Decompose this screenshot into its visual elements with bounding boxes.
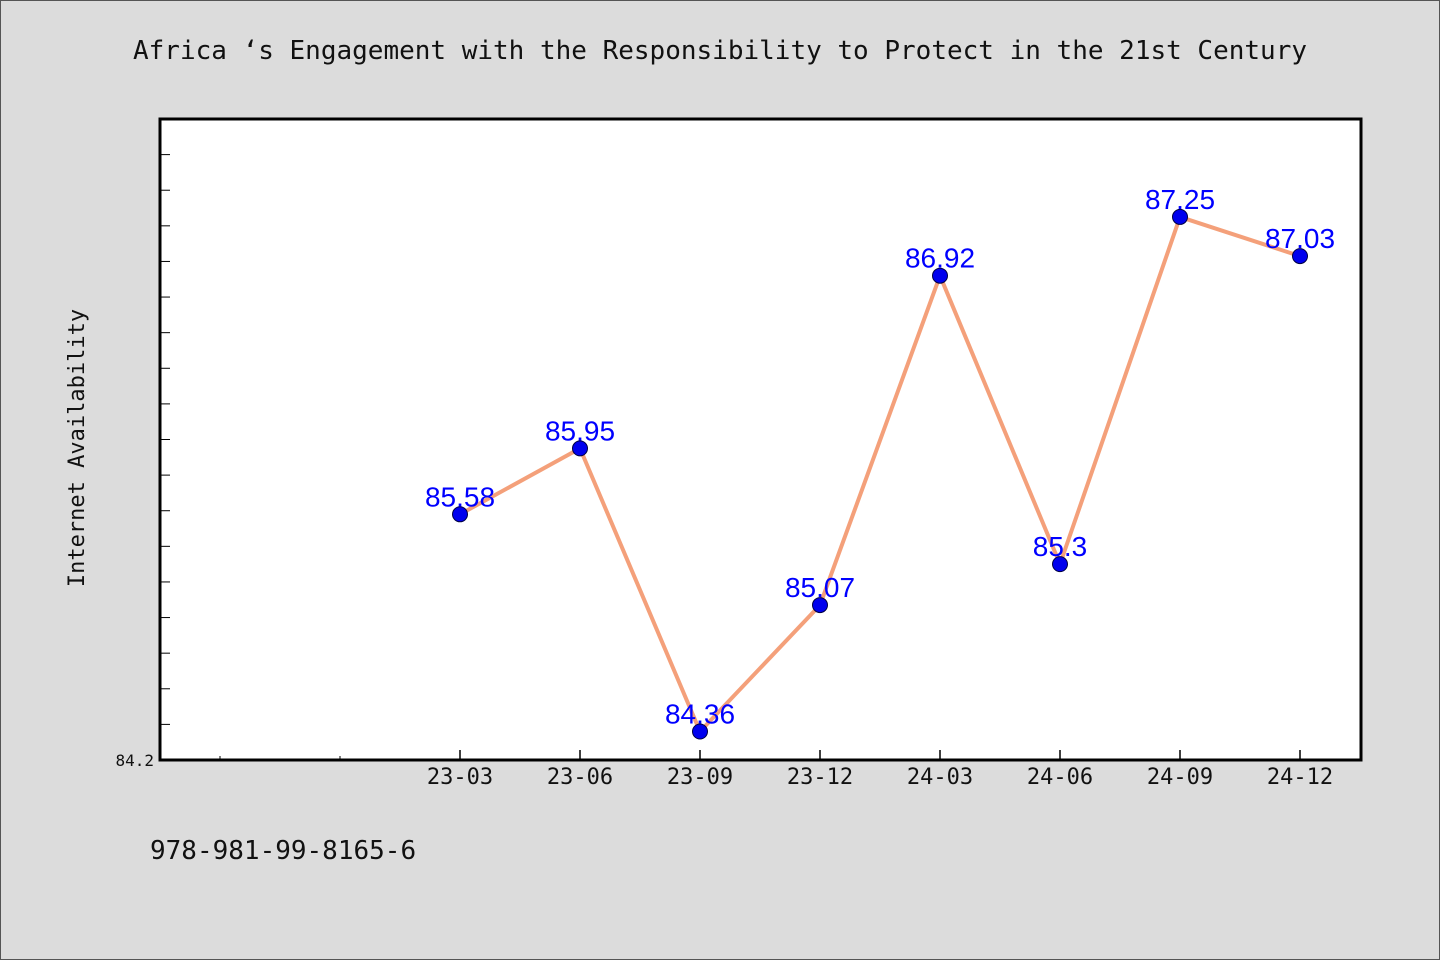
data-label: 86.92 bbox=[905, 243, 975, 274]
x-tick-label: 24-03 bbox=[907, 765, 973, 790]
data-label: 85.58 bbox=[425, 481, 495, 512]
x-tick-label: 23-09 bbox=[667, 765, 733, 790]
data-point bbox=[1052, 556, 1068, 573]
data-point bbox=[1292, 248, 1308, 265]
y-axis-ticks bbox=[160, 118, 170, 761]
data-point bbox=[932, 267, 948, 284]
data-point bbox=[452, 506, 468, 523]
x-tick-label: 23-12 bbox=[787, 765, 853, 790]
data-point bbox=[572, 440, 588, 457]
y-tick-label: 84.2 bbox=[115, 751, 154, 770]
data-label: 87.03 bbox=[1265, 223, 1335, 254]
y-axis-label: Internet Availability bbox=[65, 309, 90, 587]
x-tick-label: 23-03 bbox=[427, 765, 493, 790]
plot-area bbox=[158, 117, 1363, 762]
data-point bbox=[812, 597, 828, 614]
data-point bbox=[1172, 208, 1188, 225]
x-tick-label: 24-09 bbox=[1147, 765, 1213, 790]
series-layer: 85.58 85.95 84.36 85.07 86.92 85.3 87.25 87.03 bbox=[425, 184, 1335, 740]
data-label: 85.3 bbox=[1033, 531, 1088, 562]
x-tick-label: 24-06 bbox=[1027, 765, 1093, 790]
x-tick-label: 24-12 bbox=[1267, 765, 1333, 790]
data-label: 87.25 bbox=[1145, 184, 1215, 215]
chart-title: Africa ‘s Engagement with the Responsibi… bbox=[133, 36, 1307, 66]
isbn-text: 978-981-99-8165-6 bbox=[150, 836, 417, 866]
data-point bbox=[692, 723, 708, 740]
series-line bbox=[459, 214, 1301, 734]
data-label: 85.95 bbox=[545, 415, 615, 446]
data-label: 84.36 bbox=[665, 699, 735, 730]
data-label: 85.07 bbox=[785, 572, 855, 603]
x-tick-label: 23-06 bbox=[547, 765, 613, 790]
x-axis-ticks: 23-03 23-06 23-09 23-12 24-03 24-06 24-09 24-12 bbox=[219, 750, 1333, 790]
